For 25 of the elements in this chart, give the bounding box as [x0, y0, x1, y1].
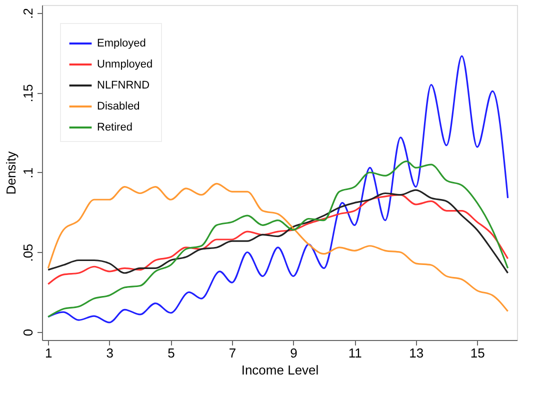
x-tick-label: 15	[470, 346, 485, 360]
x-tick-label: 7	[228, 346, 236, 360]
x-tick-label: 3	[106, 346, 114, 360]
legend-label: Disabled	[97, 100, 140, 112]
line-series	[47, 55, 509, 324]
legend-label: Retired	[97, 122, 132, 134]
legend-label: NLFNRND	[97, 80, 150, 92]
y-tick-label: .05	[20, 244, 36, 262]
legend-label: Unmployed	[97, 58, 153, 70]
y-tick-label: 0	[20, 328, 36, 336]
line-series	[47, 182, 509, 312]
y-tick-label: .15	[20, 84, 36, 102]
legend-label: Employed	[97, 38, 146, 50]
line-series	[47, 160, 509, 318]
x-tick-label: 11	[348, 346, 362, 360]
line-series	[47, 194, 509, 285]
x-tick-label: 13	[409, 346, 424, 360]
x-tick-label: 5	[168, 346, 175, 360]
y-axis-title: Density	[4, 150, 18, 195]
y-tick-label: .1	[20, 168, 36, 178]
line-series	[47, 189, 509, 274]
y-tick-label: .2	[20, 8, 36, 19]
x-axis-title: Income Level	[241, 362, 319, 378]
x-tick-label: 9	[290, 346, 298, 360]
x-tick-label: 1	[45, 346, 52, 360]
